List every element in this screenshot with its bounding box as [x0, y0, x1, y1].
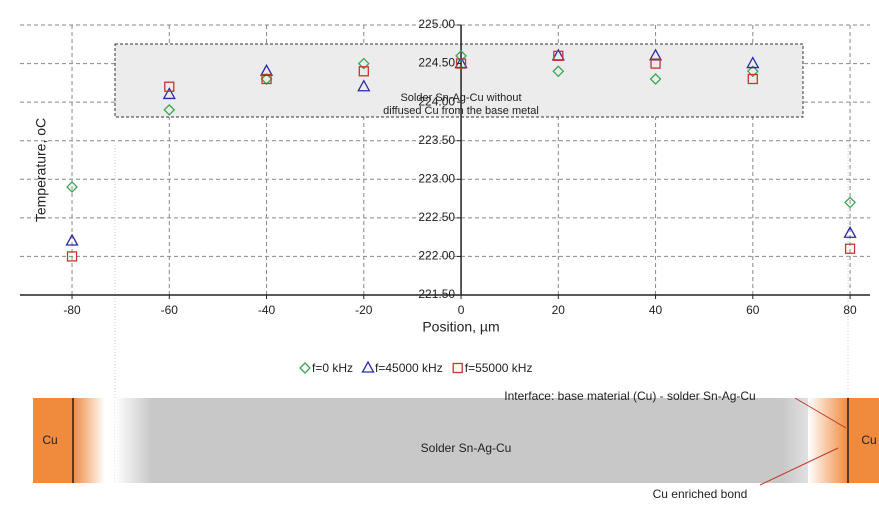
x-tick-label: -80: [63, 303, 81, 317]
interface-label: Interface: base material (Cu) - solder S…: [504, 389, 755, 403]
chart: Solder Sn-Ag-Cu without diffused Cu from…: [0, 0, 879, 509]
y-tick-label: 224.50: [418, 56, 455, 70]
y-tick-label: 222.50: [418, 210, 455, 224]
cu-gradient: [73, 398, 105, 483]
x-tick-label: -40: [258, 303, 276, 317]
solder-label: Solder Sn-Ag-Cu: [421, 441, 512, 455]
x-tick-label: 0: [458, 303, 465, 317]
legend: f=0 kHz f=45000 kHz f=55000 kHz: [300, 361, 532, 375]
cu-label: Cu: [42, 433, 57, 447]
marker-diamond: [300, 363, 310, 373]
y-tick-label: 223.50: [418, 133, 455, 147]
marker-triangle: [363, 362, 374, 372]
y-tick-label: 223.00: [418, 171, 455, 185]
y-tick-label: 221.50: [418, 287, 455, 301]
x-tick-label: 40: [649, 303, 663, 317]
bond-label: Cu enriched bond: [653, 487, 748, 501]
x-tick-label: -20: [355, 303, 373, 317]
legend-label: f=55000 kHz: [465, 361, 533, 375]
y-tick-label: 222.00: [418, 249, 455, 263]
x-tick-label: 20: [552, 303, 566, 317]
marker-square: [453, 364, 462, 373]
x-tick-label: 80: [843, 303, 857, 317]
y-tick-label: 224.00: [418, 94, 455, 108]
legend-label: f=0 kHz: [312, 361, 353, 375]
y-tick-label: 225.00: [418, 17, 455, 31]
x-tick-label: 60: [746, 303, 760, 317]
cu-label: Cu: [861, 433, 876, 447]
y-axis-title: Temperature, oC: [33, 118, 49, 222]
x-tick-label: -60: [161, 303, 179, 317]
legend-label: f=45000 kHz: [375, 361, 443, 375]
x-axis-title: Position, µm: [422, 319, 499, 335]
diagram: Cu Cu Solder Sn-Ag-Cu Interface: base ma…: [33, 389, 879, 501]
cu-gradient: [808, 398, 848, 483]
